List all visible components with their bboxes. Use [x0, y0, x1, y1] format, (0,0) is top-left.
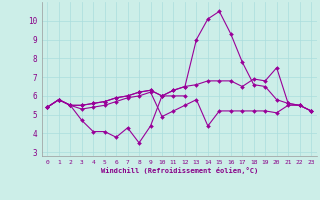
X-axis label: Windchill (Refroidissement éolien,°C): Windchill (Refroidissement éolien,°C)	[100, 167, 258, 174]
